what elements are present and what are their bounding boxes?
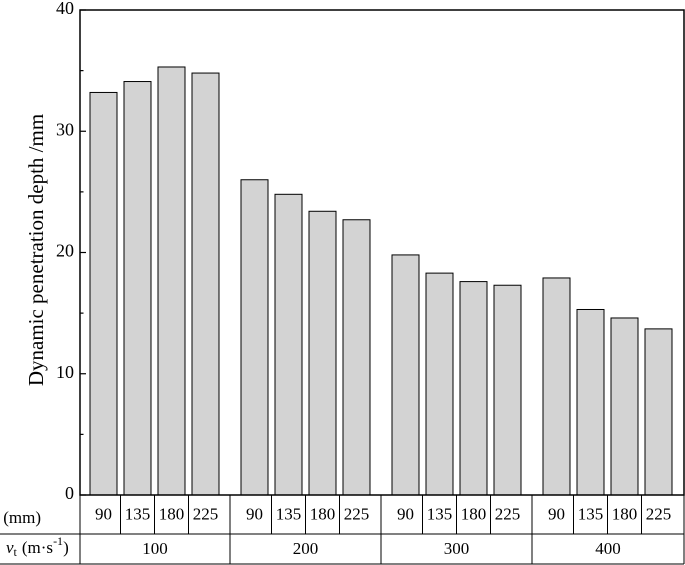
vt-label-300: 300 xyxy=(444,539,470,558)
y-axis-label: Dynamic penetration depth /mm xyxy=(24,114,48,386)
y-tick-label-40: 40 xyxy=(56,0,74,18)
bar-100-h135 xyxy=(123,81,152,496)
y-tick-label-20: 20 xyxy=(56,241,74,261)
bar-400-h180 xyxy=(610,317,639,496)
h-label-400-135: 135 xyxy=(578,504,604,523)
h-label-300-135: 135 xyxy=(427,504,453,523)
vt-label-100: 100 xyxy=(142,539,168,558)
vt-row-unit-close: ) xyxy=(63,538,69,557)
h-label-100-90: 90 xyxy=(95,504,112,523)
h-label-400-180: 180 xyxy=(612,504,638,523)
y-ticks-layer: 0 10 20 30 40 xyxy=(56,0,86,503)
bar-100-h90 xyxy=(89,91,118,496)
vt-row-unit-sup: -1 xyxy=(53,534,63,548)
bar-100-h225 xyxy=(191,72,220,496)
h-label-100-225: 225 xyxy=(193,504,219,523)
bar-100-h180 xyxy=(157,66,186,496)
vt-label-200: 200 xyxy=(293,539,319,558)
h-label-100-135: 135 xyxy=(125,504,151,523)
bar-200-h90 xyxy=(240,179,269,496)
h-label-100-180: 180 xyxy=(159,504,185,523)
bar-300-h135 xyxy=(425,272,454,496)
h-label-200-135: 135 xyxy=(276,504,302,523)
vt-row-subscript: t xyxy=(14,545,18,559)
h-label-200-180: 180 xyxy=(310,504,336,523)
bar-400-h90 xyxy=(542,277,571,496)
y-tick-label-0: 0 xyxy=(65,483,74,503)
bars-layer xyxy=(89,66,673,496)
h-row-label: h(mm) xyxy=(0,508,41,527)
h-label-200-225: 225 xyxy=(344,504,370,523)
y-tick-label-10: 10 xyxy=(56,362,74,382)
vt-row-unit: (m·s xyxy=(22,538,53,557)
h-label-300-90: 90 xyxy=(397,504,414,523)
vt-label-400: 400 xyxy=(595,539,621,558)
h-label-400-225: 225 xyxy=(646,504,672,523)
bar-200-h225 xyxy=(342,219,371,496)
bar-300-h90 xyxy=(391,254,420,496)
h-row-unit: (mm) xyxy=(3,508,41,527)
vt-row-symbol: v xyxy=(6,538,14,557)
vt-row-label: vt (m·s-1) xyxy=(6,534,69,559)
bar-400-h225 xyxy=(644,328,673,496)
y-tick-label-30: 30 xyxy=(56,119,74,139)
h-label-300-225: 225 xyxy=(495,504,521,523)
h-label-200-90: 90 xyxy=(246,504,263,523)
h-label-300-180: 180 xyxy=(461,504,487,523)
bar-200-h135 xyxy=(274,193,303,496)
bar-300-h225 xyxy=(493,284,522,496)
bar-300-h180 xyxy=(459,281,488,496)
category-table: 90 135 180 225 90 135 180 225 90 135 180 225 90 135 18… xyxy=(0,495,685,565)
h-label-400-90: 90 xyxy=(548,504,565,523)
bar-200-h180 xyxy=(308,210,337,496)
bar-400-h135 xyxy=(576,308,605,496)
